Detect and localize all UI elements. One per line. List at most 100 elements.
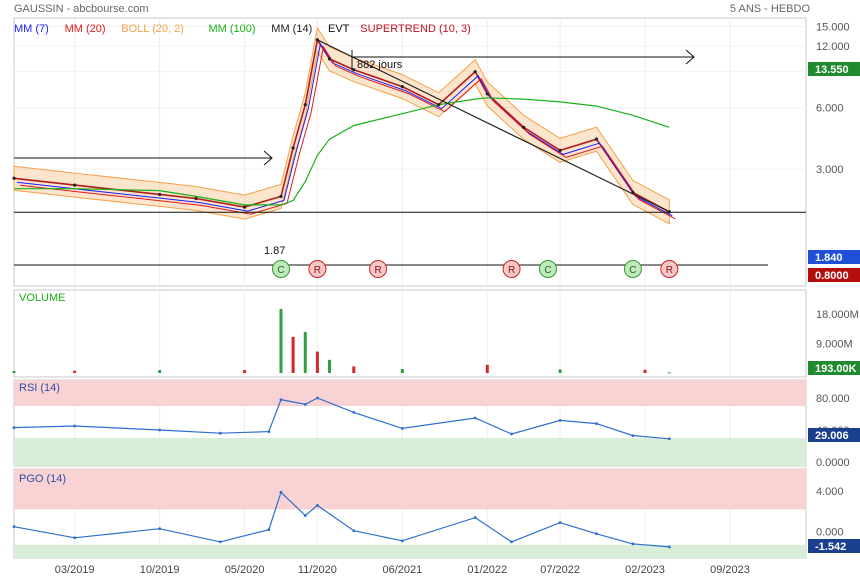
mm100-line — [14, 97, 670, 206]
volume-last-badge: 193.00K — [815, 363, 857, 375]
rsi-point — [352, 411, 356, 414]
x-tick-label: 09/2023 — [710, 564, 750, 576]
duration-arrow-head — [685, 49, 695, 65]
volume-bar — [558, 369, 562, 373]
volume-panel-frame — [13, 289, 807, 378]
rsi-point — [315, 396, 319, 400]
pgo-point — [595, 532, 598, 536]
price-tick-label: 3.000 — [816, 164, 844, 176]
rsi-point — [267, 430, 271, 433]
volume-bar — [73, 370, 77, 373]
rsi-last-badge: 29.006 — [815, 430, 849, 442]
volume-bar — [352, 366, 356, 373]
red-level-badge-box — [808, 268, 860, 282]
price-tick-label: 12.000 — [816, 41, 850, 53]
legend-entry: SUPERTREND (10, 3) — [360, 23, 470, 35]
price-point — [303, 103, 307, 107]
price-point — [242, 205, 247, 209]
rsi-point — [279, 398, 283, 401]
pgo-point — [303, 514, 307, 517]
signal-c-circle — [538, 260, 557, 278]
volume-bar — [328, 359, 332, 373]
x-tick-label: 07/2022 — [540, 564, 580, 576]
legend-entry: MM (7) — [14, 23, 49, 35]
pgo-point — [267, 528, 271, 532]
signal-c-circle — [271, 260, 290, 278]
volume-bar — [400, 369, 404, 373]
pgo-point — [352, 529, 356, 533]
rsi-line — [13, 397, 670, 440]
pgo-panel-label: PGO (14) — [19, 473, 66, 485]
rsi-point — [510, 432, 513, 436]
rsi-tick-label: 80.000 — [816, 393, 850, 405]
x-tick-label: 03/2019 — [55, 564, 95, 576]
x-tick-label: 05/2020 — [225, 564, 265, 576]
rsi-point — [73, 424, 77, 428]
legend-entry: BOLL (20, 2) — [121, 23, 184, 35]
volume-bar — [485, 364, 489, 373]
rsi-point — [631, 434, 635, 437]
price-tick-label: 6.000 — [816, 103, 844, 115]
last-price-badge: 13.550 — [815, 64, 849, 76]
rsi-point — [303, 403, 307, 406]
volume-last-badge-box — [808, 361, 860, 375]
price-point — [594, 137, 599, 141]
pgo-point — [158, 527, 162, 531]
x-tick-label: 10/2019 — [140, 564, 180, 576]
x-tick-label: 01/2022 — [467, 564, 507, 576]
low-label: 1.87 — [264, 245, 285, 257]
rsi-point — [667, 437, 671, 441]
price-point — [12, 176, 16, 180]
pgo-point — [631, 542, 635, 546]
price-point — [73, 183, 77, 187]
blue-level-badge-box — [808, 250, 860, 264]
rsi-point — [12, 426, 16, 429]
rsi-point — [218, 431, 222, 435]
signal-letter: R — [666, 265, 673, 276]
volume-bar — [243, 370, 247, 373]
price-point — [437, 103, 441, 107]
price-point — [558, 148, 562, 152]
price-point — [352, 68, 356, 72]
legend-entry: MM (20) — [65, 23, 106, 35]
signal-r-circle — [369, 260, 388, 278]
signal-r-circle — [660, 260, 679, 278]
price-point — [291, 146, 295, 150]
last-price-badge-box — [808, 62, 860, 76]
volume-tick-label: 18.000M — [816, 309, 859, 321]
price-point — [279, 194, 283, 199]
signal-letter: R — [508, 265, 515, 276]
volume-bar — [667, 372, 671, 374]
price-series-line — [13, 37, 670, 213]
pgo-point — [558, 521, 562, 525]
price-point — [473, 70, 477, 74]
pgo-point — [400, 539, 404, 543]
pgo-oversold-zone — [14, 544, 806, 558]
legend-entry: MM (100) — [209, 23, 256, 35]
pgo-point — [473, 516, 477, 519]
x-tick-label: 02/2023 — [625, 564, 665, 576]
price-tick-label: 15.000 — [816, 21, 850, 33]
signal-letter: R — [374, 265, 381, 276]
mm7-line — [16, 42, 673, 217]
rsi-overbought-zone — [14, 380, 806, 406]
signal-letter: C — [277, 265, 284, 276]
price-point — [485, 92, 489, 96]
price-point — [400, 85, 404, 89]
legend-entry: EVT — [328, 23, 350, 35]
rsi-tick-label: 0.0000 — [816, 457, 850, 469]
x-tick-label: 06/2021 — [382, 564, 422, 576]
pgo-point — [315, 504, 319, 507]
rsi-point — [158, 428, 162, 432]
volume-bar — [158, 370, 162, 373]
signal-r-circle — [308, 260, 327, 278]
volume-bar — [315, 351, 319, 373]
signal-letter: C — [629, 265, 636, 276]
volume-bar — [12, 371, 16, 373]
chart-period: 5 ANS - HEBDO — [730, 3, 811, 15]
pgo-last-badge: -1.542 — [815, 541, 846, 553]
signal-r-circle — [502, 260, 521, 278]
chart-title: GAUSSIN - abcbourse.com — [14, 3, 149, 15]
